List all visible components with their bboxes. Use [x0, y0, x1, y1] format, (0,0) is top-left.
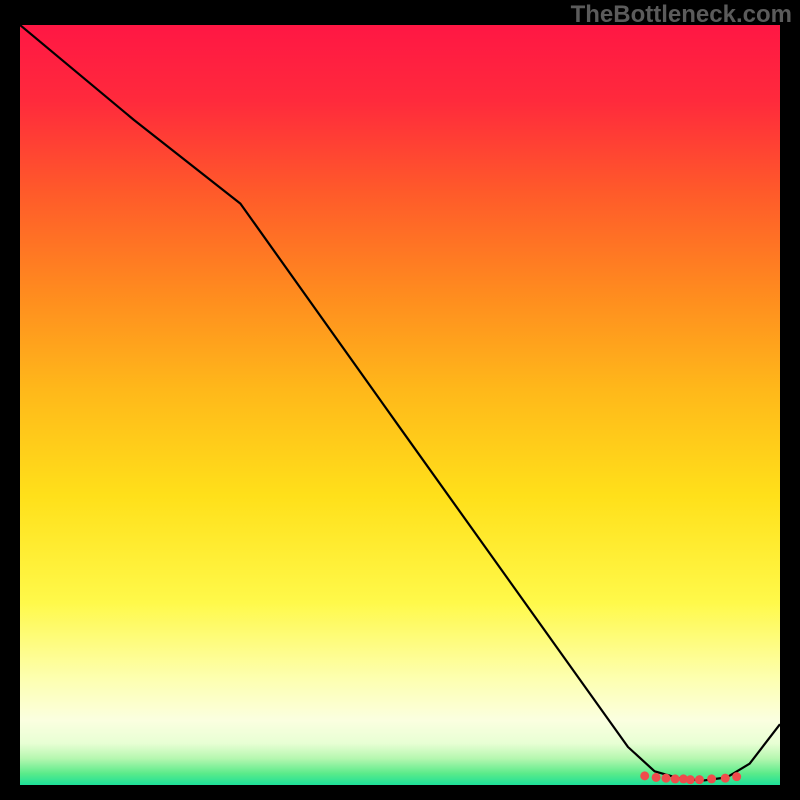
data-marker — [707, 774, 716, 783]
data-marker — [695, 775, 704, 784]
data-marker — [640, 771, 649, 780]
data-marker — [732, 772, 741, 781]
data-marker — [652, 773, 661, 782]
gradient-background — [20, 25, 780, 785]
chart-svg — [20, 25, 780, 785]
data-marker — [671, 774, 680, 783]
data-marker — [662, 774, 671, 783]
plot-area — [20, 25, 780, 785]
data-marker — [721, 774, 730, 783]
data-marker — [686, 775, 695, 784]
figure-root: TheBottleneck.com — [0, 0, 800, 800]
